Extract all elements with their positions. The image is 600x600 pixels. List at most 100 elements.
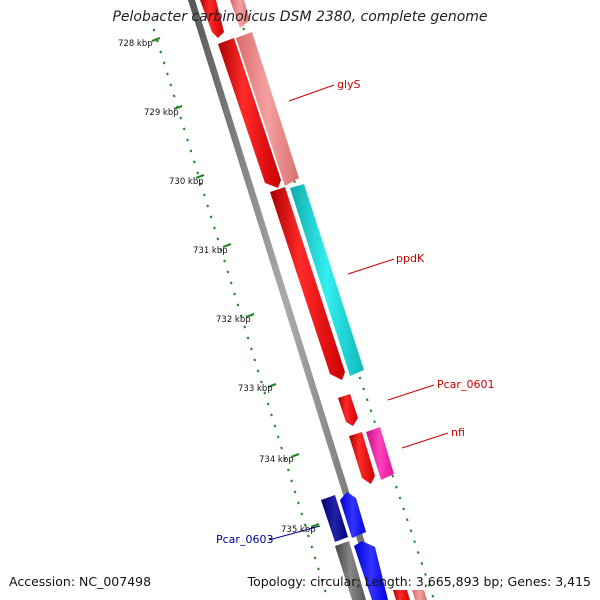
ruler-dot-left (317, 567, 320, 571)
map-title: Pelobacter carbinolicus DSM 2380, comple… (112, 9, 488, 25)
ruler-label-729: 729 kbp (144, 108, 179, 118)
ruler-dot-left (266, 402, 270, 406)
ruler-dot-left (303, 523, 307, 527)
gene-ppdK-right[interactable] (290, 184, 364, 376)
ruler-dot-left (236, 303, 240, 307)
ruler-dot-right (242, 27, 245, 31)
ruler-dot-left (233, 292, 236, 296)
ruler-dot-left (209, 215, 213, 219)
gene-glyS-left[interactable] (218, 38, 281, 188)
ruler-dot-left (260, 380, 263, 384)
ruler-major-tick (173, 104, 183, 111)
ruler-dot-left (179, 116, 183, 120)
gene-bottom-blue[interactable] (354, 541, 388, 600)
gene-bottom-red[interactable] (393, 590, 410, 600)
gene-label-pcar0603[interactable]: Pcar_0603 (216, 533, 273, 546)
ruler-dot-left (293, 490, 297, 494)
ruler-dot-left (263, 391, 267, 395)
label-leaders (268, 84, 449, 541)
ruler-dot-left (199, 182, 203, 186)
gene-pcar0603-b[interactable] (340, 492, 366, 538)
ruler-dot-left (196, 171, 199, 175)
ruler-dot-right (293, 180, 296, 184)
ruler-label-734: 734 kbp (259, 455, 294, 465)
ruler-dot-left (206, 204, 210, 208)
ruler-major-tick (290, 452, 300, 459)
leader-ppdK (347, 258, 395, 275)
ruler-dot-left (313, 556, 317, 560)
gene-labels: glyS ppdK Pcar_0601 nfi Pcar_0603 (216, 78, 494, 546)
ruler-label-731: 731 kbp (193, 246, 228, 256)
ruler-dot-right (358, 376, 362, 380)
ruler-dot-left (256, 369, 260, 373)
ruler-dot-right (420, 562, 424, 565)
ruler-dot-left (246, 336, 250, 340)
ruler-dot-left (300, 512, 304, 516)
ruler-dot-left (166, 72, 169, 76)
ruler-major-tick (151, 36, 161, 43)
ruler-dot-left (189, 149, 193, 153)
ruler-labels: 728 kbp 729 kbp 730 kbp 731 kbp 732 kbp … (118, 39, 316, 535)
ruler-dot-left (280, 446, 283, 450)
ruler-dot-right (395, 485, 398, 489)
ruler-dot-left (290, 479, 293, 483)
ruler-major-tick (267, 382, 277, 389)
ruler-major-tick (195, 173, 205, 180)
gene-label-pcar0601[interactable]: Pcar_0601 (437, 378, 494, 391)
ruler-dot-right (409, 529, 413, 533)
gene-nfi-right[interactable] (366, 427, 394, 480)
ruler-dot-right (391, 474, 395, 478)
ruler-dot-left (169, 83, 173, 87)
ruler-dot-left (172, 94, 176, 98)
ruler-dot-left (239, 314, 243, 318)
gene-pcar0603-a[interactable] (321, 495, 348, 542)
ruler-major-tick (222, 242, 232, 249)
ruler-dot-left (320, 578, 324, 582)
ruler-dot-left (243, 325, 246, 329)
ruler-dot-right (431, 594, 435, 598)
ruler-dot-left (310, 545, 314, 549)
ruler-dot-left (270, 413, 273, 417)
gene-glyS-right[interactable] (236, 32, 299, 186)
gene-bottom-grey[interactable] (335, 541, 366, 600)
ruler-dot-left (276, 435, 280, 439)
ruler-dot-right (413, 540, 416, 544)
accession-text: Accession: NC_007498 (9, 574, 152, 589)
ruler-dot-left (250, 347, 253, 351)
ruler-dot-left (226, 270, 230, 274)
ruler-ticks (151, 16, 435, 598)
genome-backbone (188, 0, 383, 600)
ruler-label-730: 730 kbp (169, 177, 204, 187)
ruler-dot-left (182, 127, 186, 131)
ruler-label-732: 732 kbp (216, 315, 251, 325)
leader-pcar0603 (268, 525, 321, 541)
gene-top-strand-2[interactable] (230, 0, 250, 28)
gene-track (200, 0, 427, 600)
leader-pcar0601 (387, 384, 435, 401)
leader-glyS (288, 84, 335, 102)
ruler-dot-right (427, 583, 431, 587)
ruler-dot-left (323, 589, 327, 593)
gene-nfi-left[interactable] (349, 432, 375, 484)
ruler-dot-right (416, 551, 420, 555)
ruler-dot-left (203, 193, 206, 197)
gene-pcar0601[interactable] (338, 394, 358, 426)
gene-ppdK-left[interactable] (270, 187, 345, 380)
gene-label-glyS[interactable]: glyS (337, 78, 361, 91)
ruler-dot-right (405, 518, 409, 522)
ruler-dot-left (192, 160, 196, 164)
gene-label-nfi[interactable]: nfi (451, 426, 465, 439)
ruler-dot-left (297, 501, 300, 505)
ruler-major-tick (310, 522, 320, 529)
gene-label-ppdK[interactable]: ppdK (396, 252, 425, 265)
ruler-dot-left (216, 237, 220, 241)
ruler-dot-left (219, 248, 223, 252)
gene-bottom-pink[interactable] (412, 590, 427, 600)
ruler-dot-left (186, 138, 189, 142)
ruler-dot-right (402, 507, 405, 511)
ruler-dot-left (159, 50, 163, 54)
ruler-dot-left (307, 534, 310, 538)
gene-top-strand-1[interactable] (200, 0, 224, 38)
ruler-dot-right (365, 398, 369, 402)
